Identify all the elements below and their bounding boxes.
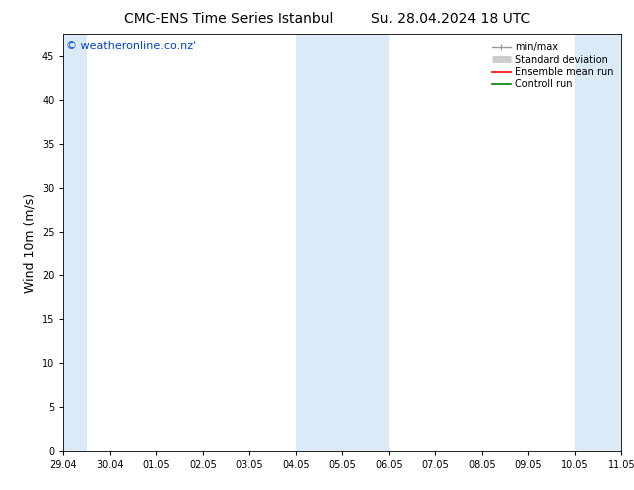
Bar	[575, 34, 634, 451]
Bar	[59, 34, 87, 451]
Bar	[342, 34, 389, 451]
Legend: min/max, Standard deviation, Ensemble mean run, Controll run: min/max, Standard deviation, Ensemble me…	[489, 39, 616, 92]
Text: CMC-ENS Time Series Istanbul: CMC-ENS Time Series Istanbul	[124, 12, 333, 26]
Text: Su. 28.04.2024 18 UTC: Su. 28.04.2024 18 UTC	[370, 12, 530, 26]
Bar	[296, 34, 342, 451]
Y-axis label: Wind 10m (m/s): Wind 10m (m/s)	[23, 193, 36, 293]
Text: © weatheronline.co.nz': © weatheronline.co.nz'	[66, 41, 197, 50]
